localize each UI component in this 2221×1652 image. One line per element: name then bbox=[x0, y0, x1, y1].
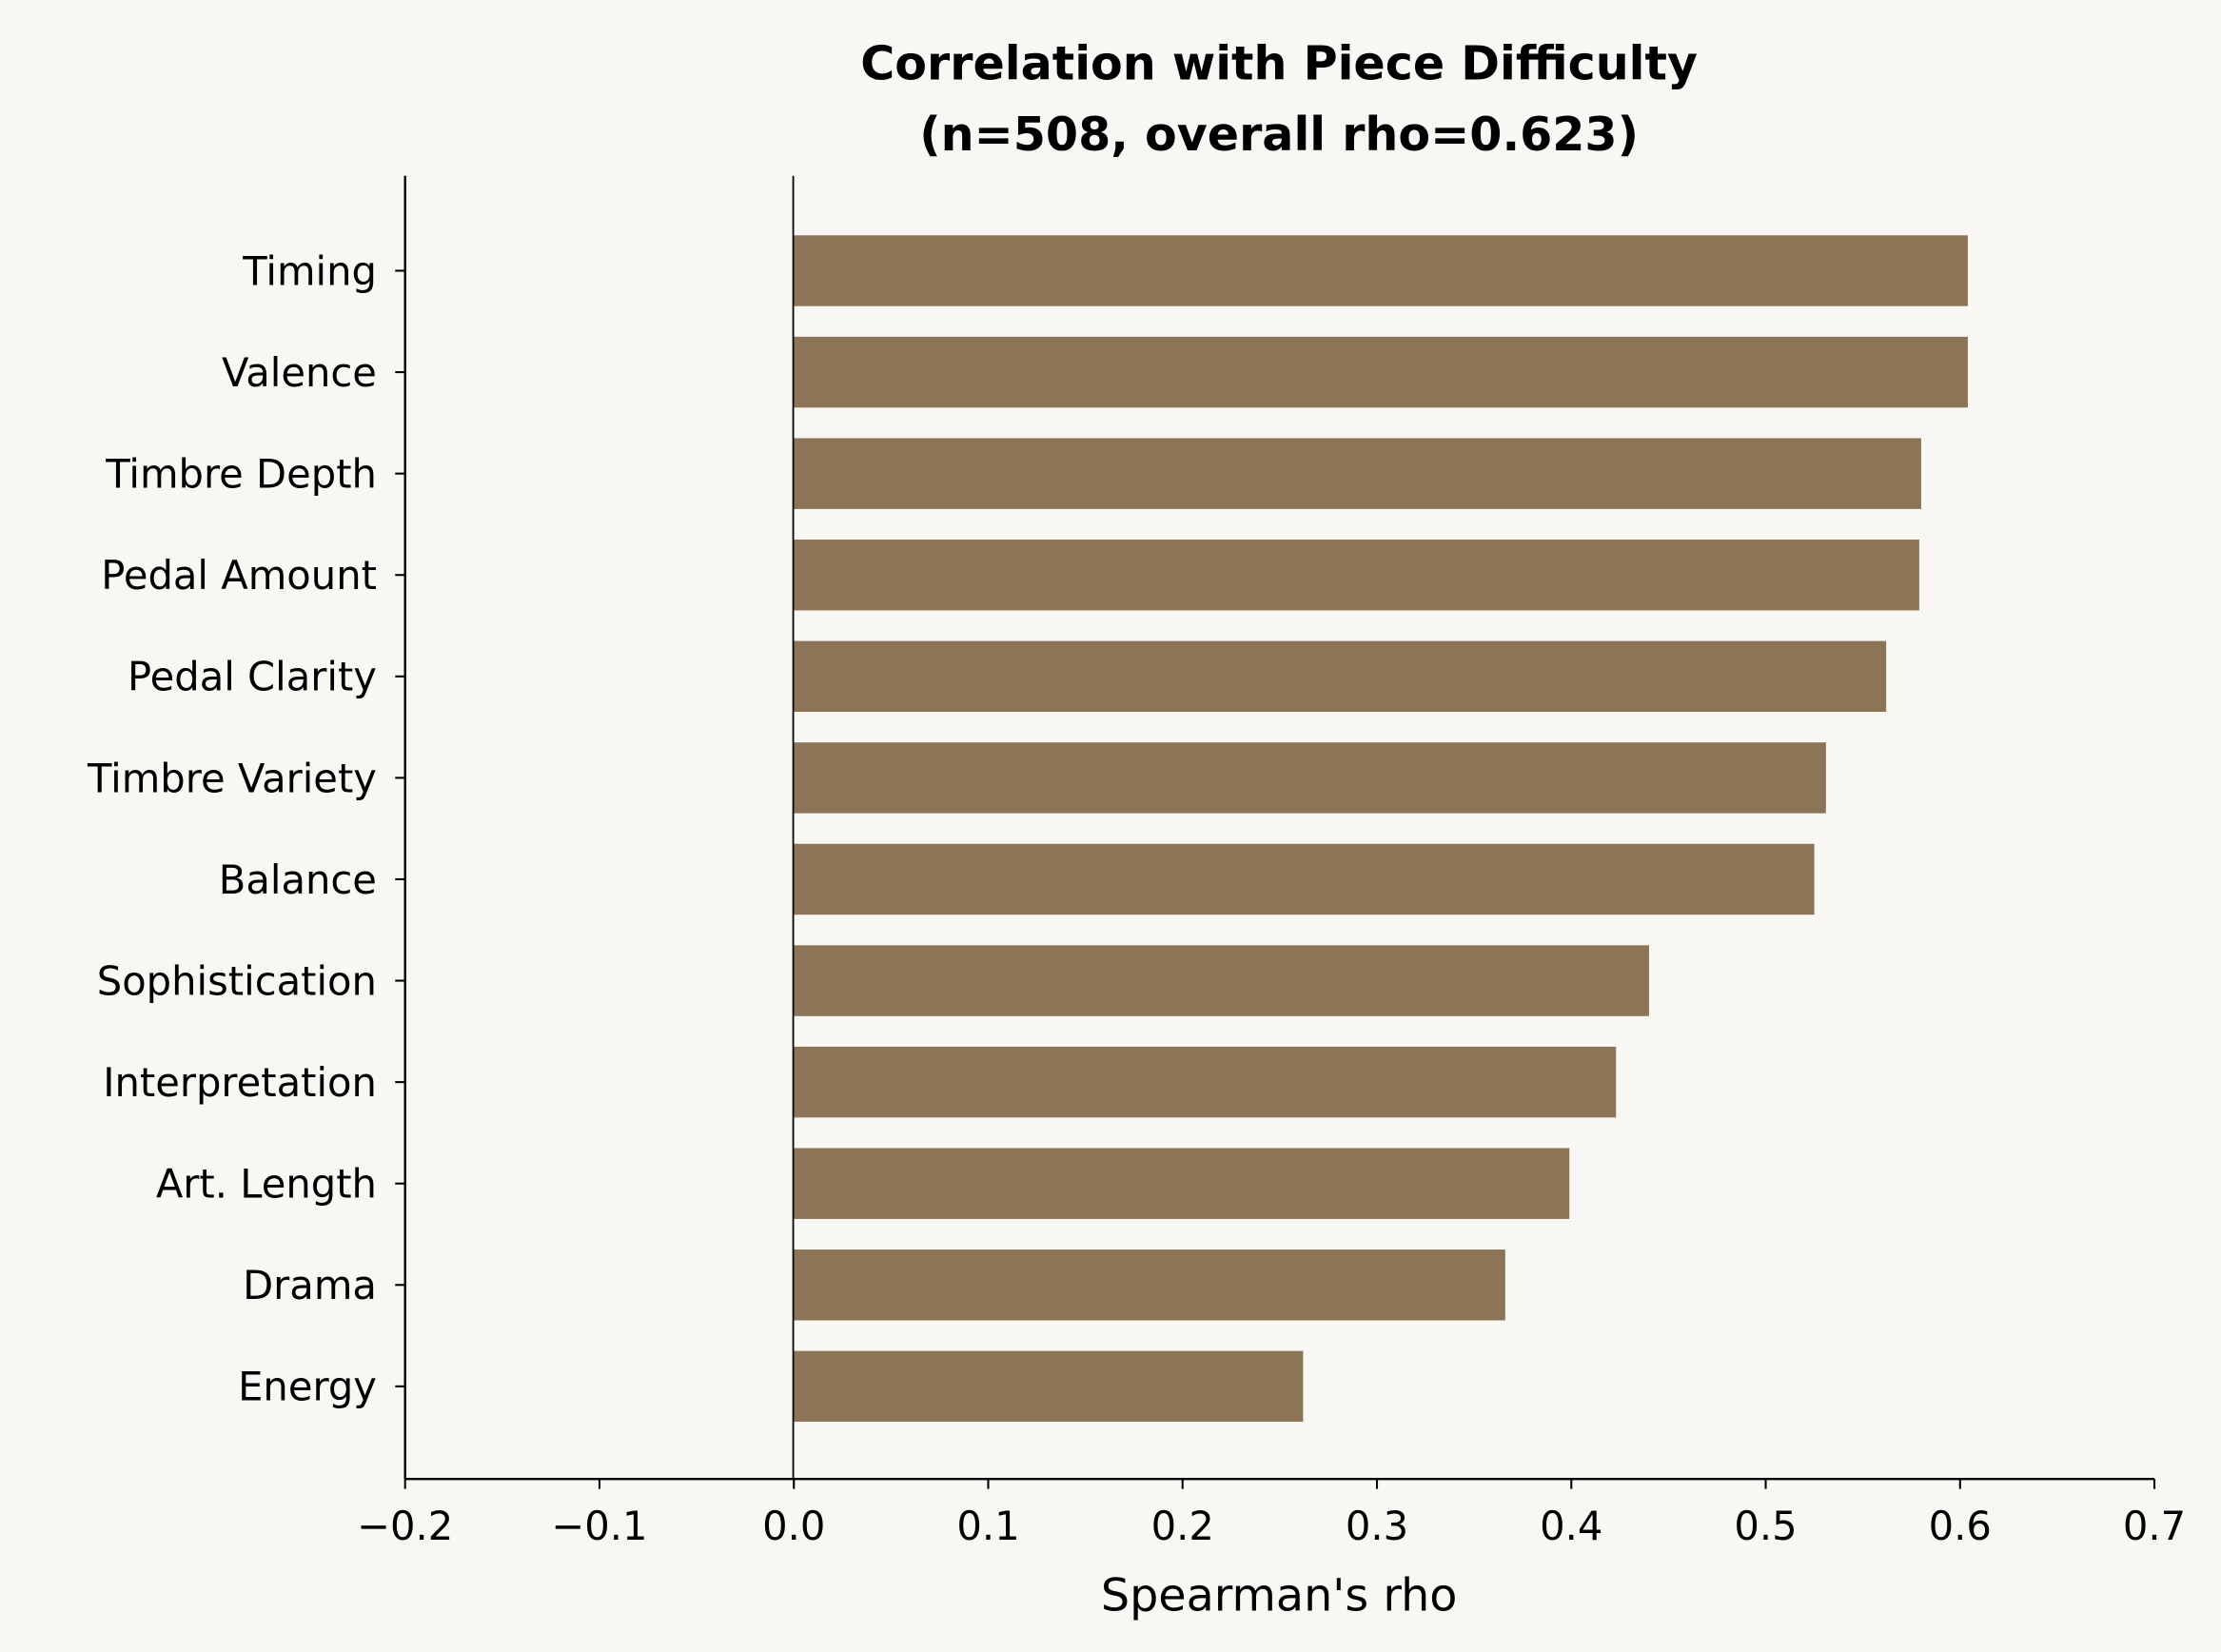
bar-sophistication bbox=[794, 945, 1649, 1016]
y-tick-label: Pedal Amount bbox=[101, 552, 377, 599]
y-tick-label: Art. Length bbox=[156, 1161, 377, 1208]
y-tick-label: Interpretation bbox=[103, 1059, 377, 1106]
x-tick-label: 0.7 bbox=[2123, 1503, 2186, 1549]
y-tick-label: Balance bbox=[219, 856, 377, 903]
x-tick-label: 0.4 bbox=[1540, 1503, 1602, 1549]
bar-energy bbox=[794, 1350, 1304, 1423]
y-tick-label: Energy bbox=[238, 1364, 377, 1410]
y-tick-label: Timbre Depth bbox=[105, 451, 377, 498]
x-tick-label: 0.1 bbox=[956, 1503, 1019, 1549]
y-tick-label: Timing bbox=[242, 247, 377, 294]
y-tick-label: Drama bbox=[243, 1262, 377, 1308]
y-tick-label: Pedal Clarity bbox=[128, 654, 377, 700]
x-tick-label: 0.2 bbox=[1151, 1503, 1214, 1549]
x-axis-label: Spearman's rho bbox=[1101, 1570, 1458, 1622]
bar-balance bbox=[794, 843, 1815, 915]
bar-timbre-depth bbox=[794, 438, 1921, 509]
bar-valence bbox=[794, 336, 1968, 408]
x-tick-label: 0.3 bbox=[1346, 1503, 1408, 1549]
y-tick-label: Sophistication bbox=[97, 957, 377, 1004]
x-tick-label: 0.6 bbox=[1929, 1503, 1992, 1549]
x-tick-label: 0.0 bbox=[762, 1503, 825, 1549]
bar-timbre-variety bbox=[794, 742, 1826, 814]
bar-interpretation bbox=[794, 1046, 1617, 1118]
x-tick-label: −0.2 bbox=[357, 1503, 453, 1549]
y-tick-label: Valence bbox=[222, 349, 377, 396]
y-axis-ticks: Timing Valence Timbre Depth Pedal Amount Ped… bbox=[87, 247, 405, 1410]
x-axis-ticks: −0.2 −0.1 0.0 0.1 0.2 0.3 0.4 0.5 0.6 0.7 bbox=[357, 1479, 2186, 1549]
bar-art-length bbox=[794, 1148, 1570, 1219]
bar-drama bbox=[794, 1249, 1505, 1321]
chart-title-line1: Correlation with Piece Difficulty bbox=[860, 36, 1698, 91]
x-tick-label: −0.1 bbox=[551, 1503, 647, 1549]
bar-pedal-clarity bbox=[794, 640, 1887, 713]
bar-pedal-amount bbox=[794, 540, 1919, 611]
chart-title-line2: (n=508, overall rho=0.623) bbox=[919, 107, 1639, 162]
y-tick-label: Timbre Variety bbox=[87, 755, 377, 801]
bar-timing bbox=[794, 235, 1968, 306]
bars-group bbox=[794, 235, 1968, 1423]
x-tick-label: 0.5 bbox=[1734, 1503, 1797, 1549]
